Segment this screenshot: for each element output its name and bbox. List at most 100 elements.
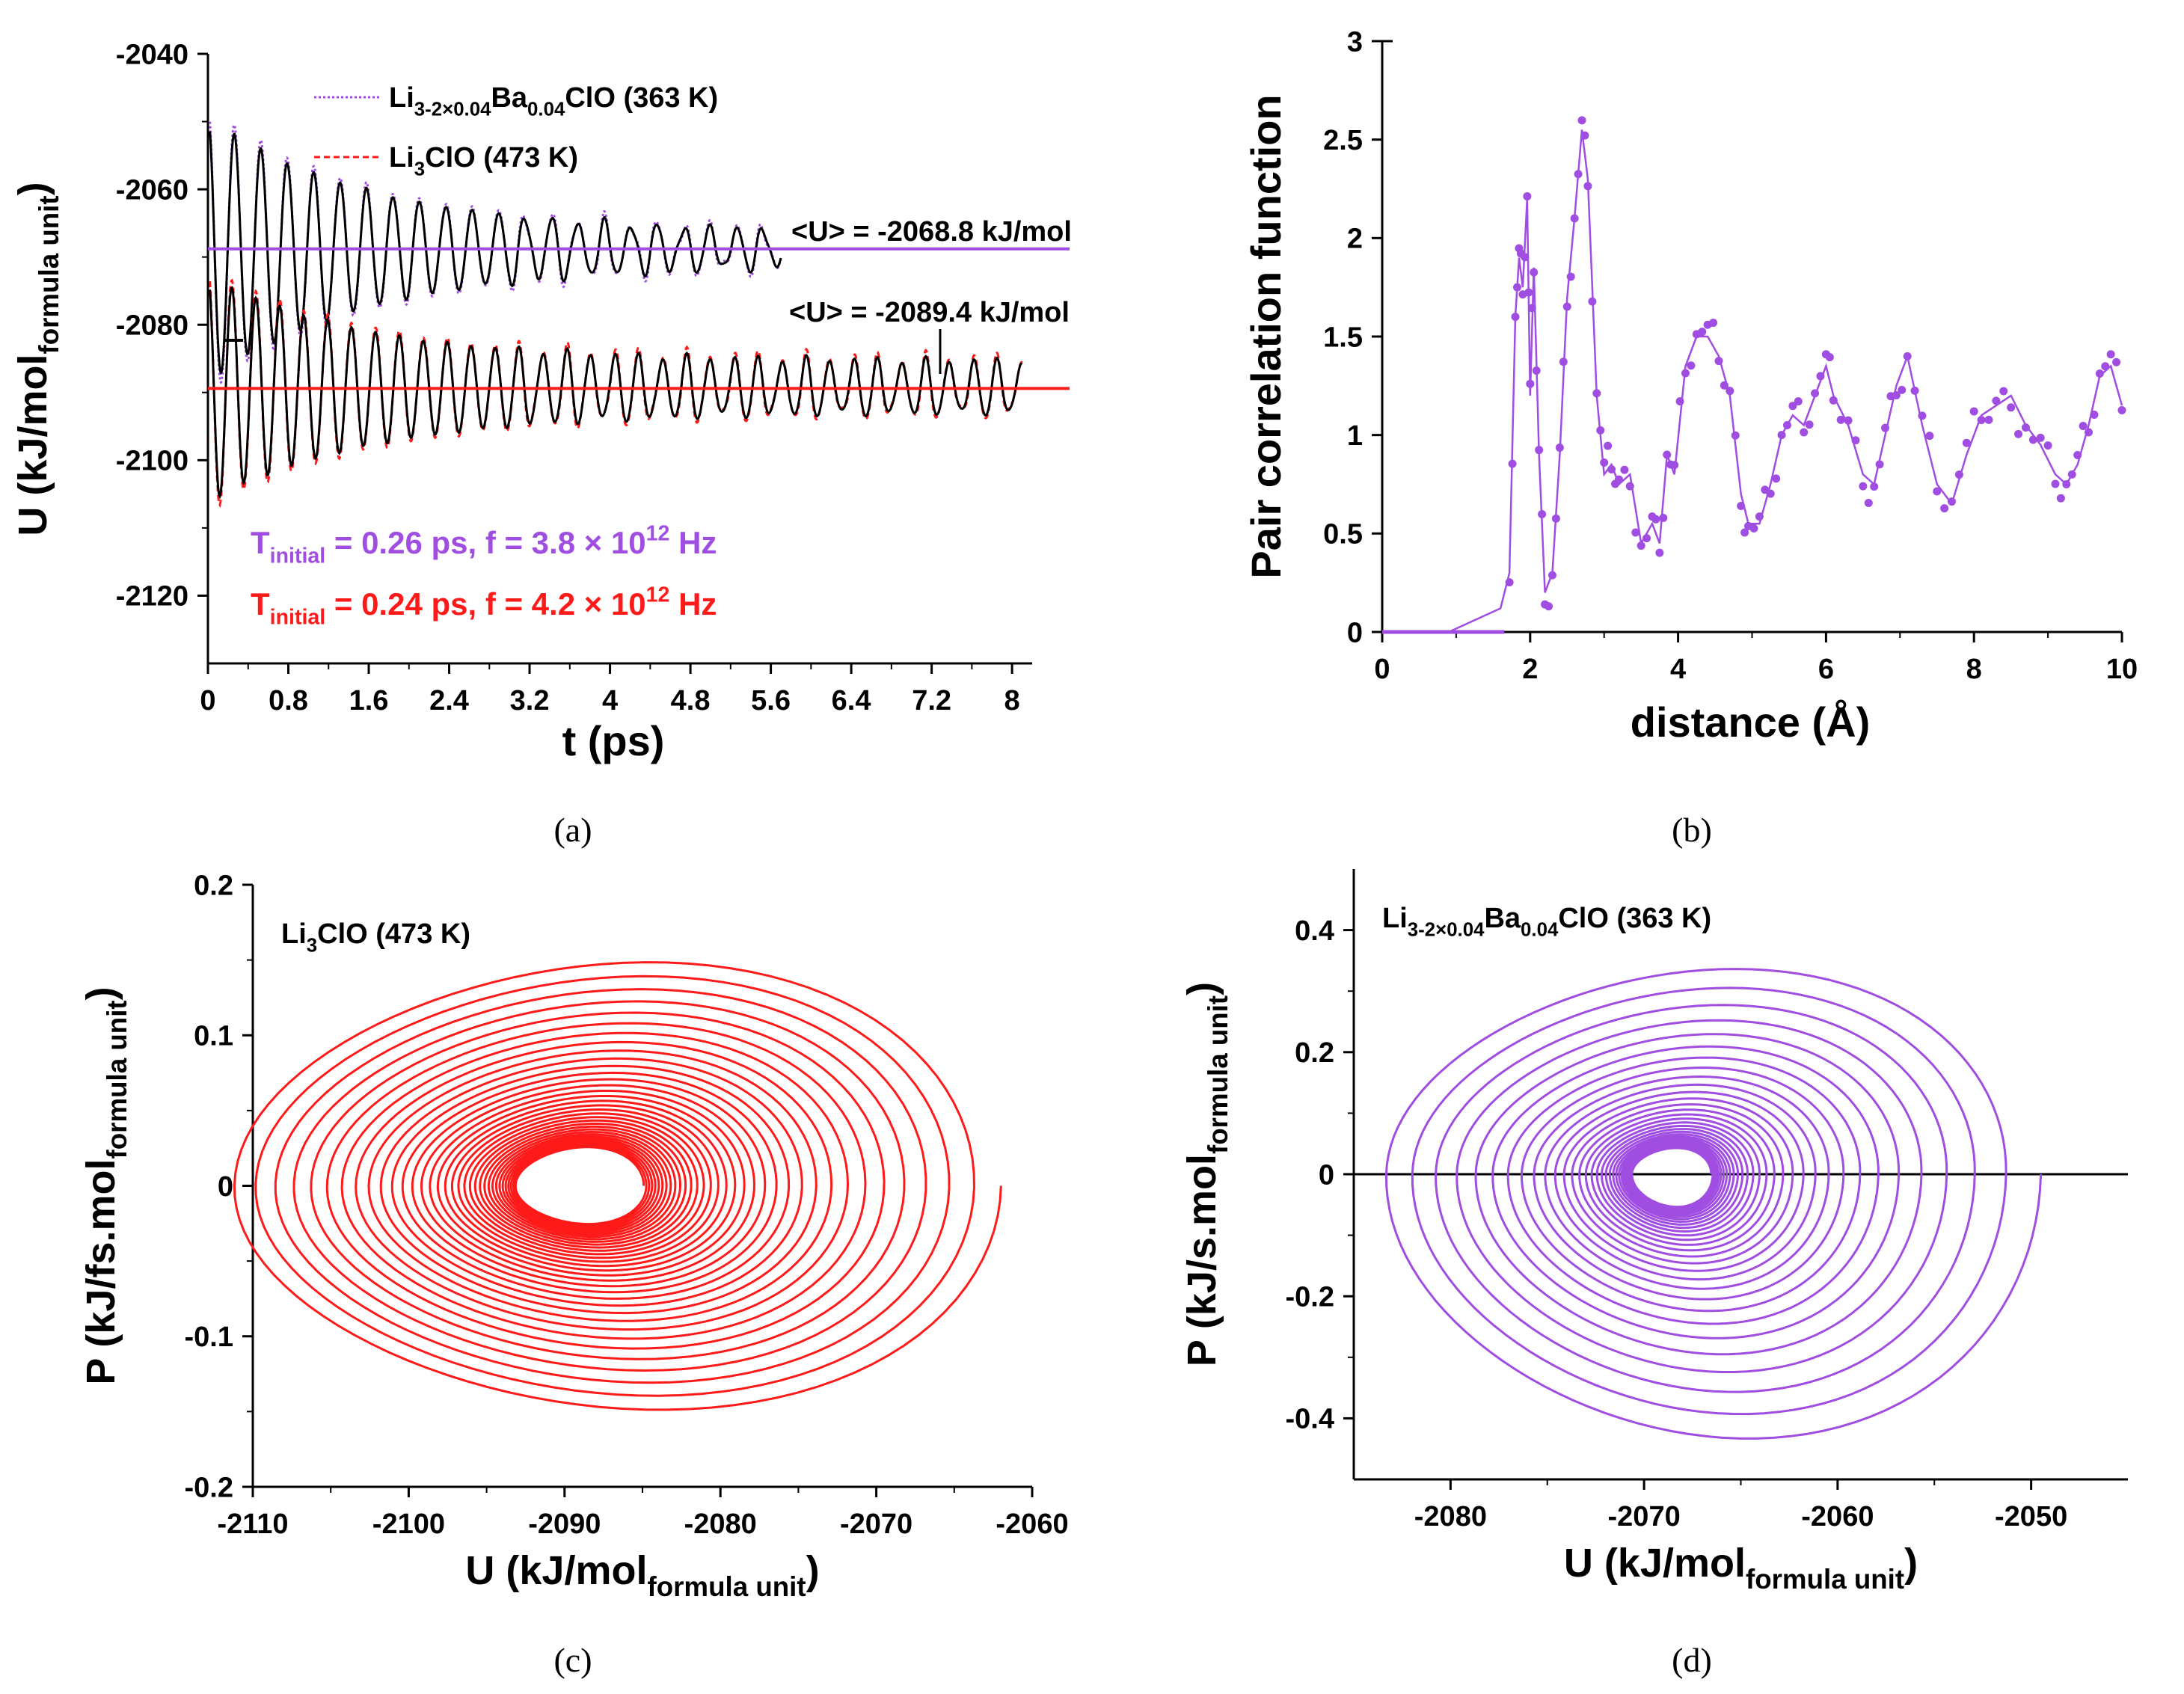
gr-point xyxy=(1740,528,1749,537)
gr-point xyxy=(1651,515,1660,524)
legend-label-part: Li xyxy=(389,82,414,114)
x-tick-label: 10 xyxy=(2106,654,2138,685)
gr-point xyxy=(1505,578,1514,587)
gr-point xyxy=(1521,253,1530,262)
gr-point xyxy=(2007,403,2016,412)
gr-point xyxy=(1984,415,1993,424)
x-axis-label-part: U (kJ/mol xyxy=(465,1548,647,1593)
y-tick-label: 0 xyxy=(1347,617,1363,648)
gr-point xyxy=(1592,389,1601,398)
gr-point xyxy=(1532,366,1541,375)
x-tick-label: -2090 xyxy=(528,1509,601,1540)
annotation-part: = 0.24 ps, f = 4.2 × 10 xyxy=(325,586,645,622)
y-tick-label: 0.1 xyxy=(194,1021,233,1052)
y-axis-label-part: ) xyxy=(1180,982,1224,995)
panel-label-part: Ba xyxy=(1484,903,1521,934)
gr-point xyxy=(2043,441,2052,450)
x-tick-label: 4 xyxy=(1670,654,1686,685)
panel-label-part: Li xyxy=(1382,903,1408,934)
annotation: Tinitial = 0.26 ps, f = 3.8 × 1012 Hz xyxy=(251,521,717,568)
y-tick-label: 0 xyxy=(1319,1159,1334,1191)
annotation-part: 12 xyxy=(646,521,670,545)
gr-point xyxy=(2056,494,2065,503)
x-axis-label-part: formula unit xyxy=(647,1571,806,1602)
gr-point xyxy=(1655,548,1664,557)
x-axis-label-part: ) xyxy=(1904,1541,1918,1586)
legend-label-part: ClO (363 K) xyxy=(565,82,718,114)
y-tick-label: -0.2 xyxy=(1286,1282,1334,1313)
gr-point xyxy=(1570,214,1579,223)
caption-d: (d) xyxy=(1672,1641,1712,1679)
legend-label-part: ClO (473 K) xyxy=(425,142,578,174)
x-tick-label: 8 xyxy=(1966,654,1982,685)
annotation-part: initial xyxy=(270,544,326,568)
gr-point xyxy=(1620,465,1629,474)
gr-point xyxy=(1526,379,1535,388)
gr-point xyxy=(2101,362,2110,371)
gr-point xyxy=(1836,415,1845,424)
gr-point xyxy=(1720,381,1729,390)
x-tick-label: 4 xyxy=(602,685,618,716)
legend-label-part: 3-2×0.04 xyxy=(414,99,491,120)
gr-point xyxy=(1731,431,1740,440)
x-axis-label: distance (Å) xyxy=(1631,699,1871,746)
gr-point xyxy=(1559,357,1568,366)
x-tick-label: -2060 xyxy=(996,1509,1068,1540)
gr-point xyxy=(1782,421,1791,429)
gr-point xyxy=(1844,416,1853,425)
x-tick-label: 8 xyxy=(1004,685,1020,716)
y-axis-label-part: ) xyxy=(10,182,55,195)
y-tick-label: -0.4 xyxy=(1286,1404,1334,1435)
gr-point xyxy=(2062,480,2071,488)
y-tick-label: -0.1 xyxy=(185,1322,233,1353)
caption-a: (a) xyxy=(553,811,592,849)
y-tick-label: 0.4 xyxy=(1295,915,1334,947)
gr-point xyxy=(1545,602,1553,611)
x-tick-label: 6.4 xyxy=(832,685,871,716)
y-axis-label-part: P (kJ/fs.mol xyxy=(79,1159,123,1385)
gr-point xyxy=(1681,369,1690,378)
annotation-part: 12 xyxy=(646,583,670,607)
gr-point xyxy=(1864,499,1873,508)
gr-point xyxy=(1933,487,1942,496)
gr-point xyxy=(1903,352,1912,360)
x-axis-label-part: U (kJ/mol xyxy=(1564,1541,1746,1586)
x-axis-label-part: ) xyxy=(806,1548,820,1593)
gr-point xyxy=(1811,389,1820,398)
gr-point xyxy=(1566,272,1575,281)
y-tick-label: 1.5 xyxy=(1323,322,1363,353)
gr-point xyxy=(1977,416,1986,425)
x-tick-label: 0 xyxy=(1374,654,1390,685)
gr-point xyxy=(1898,385,1907,394)
gr-point xyxy=(1527,304,1536,313)
gr-point xyxy=(1607,464,1616,473)
panel-label-part: 0.04 xyxy=(1521,919,1559,940)
x-tick-label: -2070 xyxy=(840,1509,912,1540)
gr-point xyxy=(2036,433,2045,442)
panel-label-part: 3-2×0.04 xyxy=(1408,919,1485,940)
x-tick-label: -2070 xyxy=(1608,1501,1681,1532)
x-tick-label: 2.4 xyxy=(429,685,469,716)
x-tick-label: 0.8 xyxy=(269,685,308,716)
x-tick-label: -2080 xyxy=(1414,1501,1487,1532)
gr-point xyxy=(1600,458,1609,467)
legend-label-part: Li xyxy=(389,142,414,174)
y-tick-label: -2060 xyxy=(116,174,188,206)
y-axis-label-part: formula unit xyxy=(1203,995,1233,1154)
gr-point xyxy=(1881,423,1890,432)
gr-point xyxy=(1772,474,1781,483)
gr-point xyxy=(1999,387,2008,396)
y-tick-label: 0 xyxy=(218,1171,233,1203)
y-tick-label: 0.5 xyxy=(1323,519,1363,550)
gr-point xyxy=(2073,451,2082,460)
y-axis-label: Pair correlation function xyxy=(1242,94,1289,578)
panel-label-part: 3 xyxy=(307,935,317,956)
legend-label-part: Ba xyxy=(491,82,527,114)
legend-label-part: 0.04 xyxy=(527,99,565,120)
panel-label-part: ClO (363 K) xyxy=(1558,903,1711,934)
x-tick-label: -2100 xyxy=(372,1509,445,1540)
annotation: Tinitial = 0.24 ps, f = 4.2 × 1012 Hz xyxy=(251,583,717,629)
x-tick-label: 1.6 xyxy=(349,685,389,716)
gr-point xyxy=(1596,426,1605,435)
